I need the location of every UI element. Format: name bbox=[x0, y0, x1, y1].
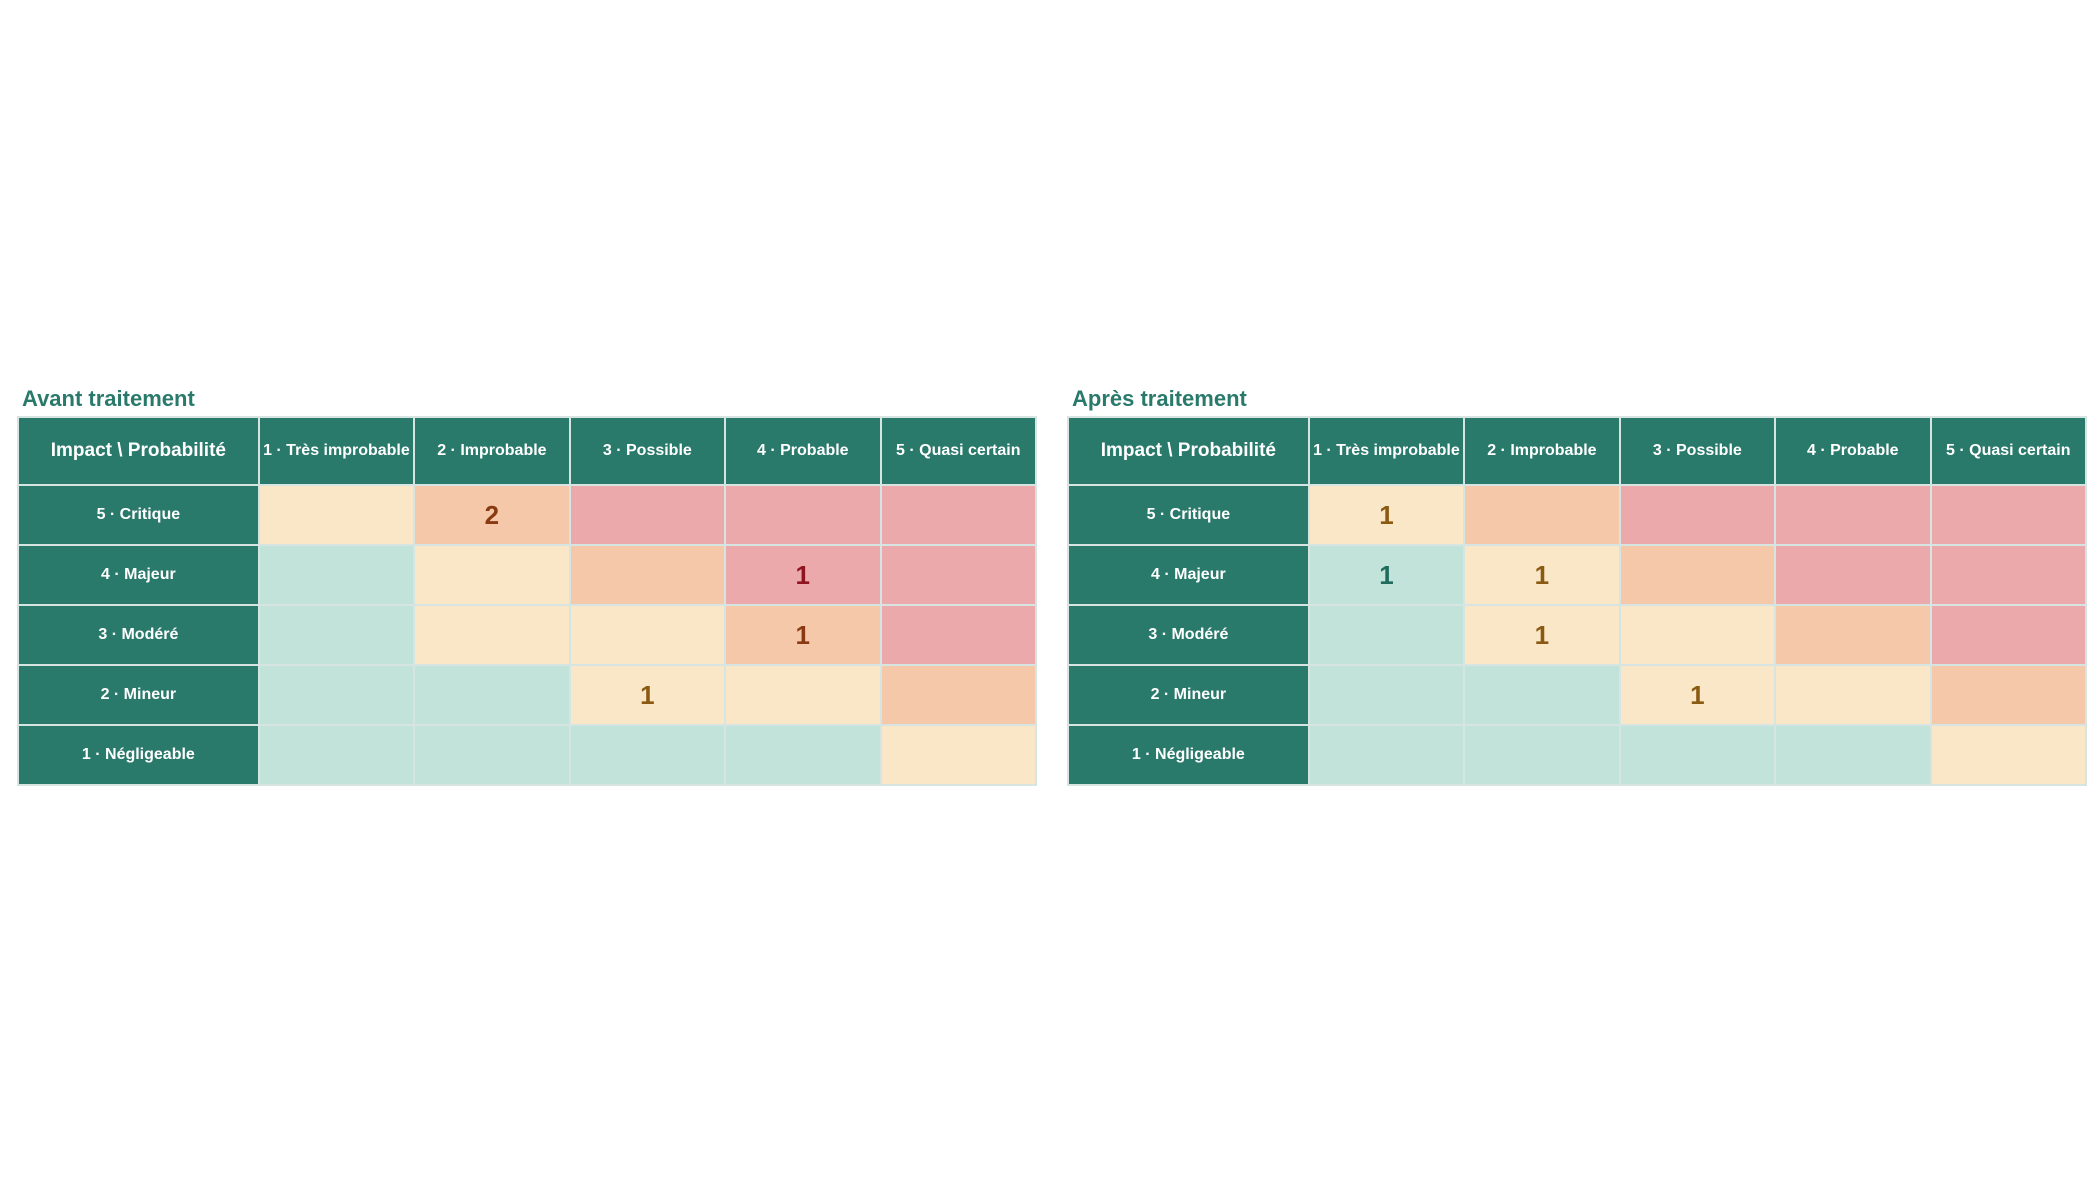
row-header: 1 · Négligeable bbox=[17, 724, 260, 786]
column-header: 3 · Possible bbox=[1618, 416, 1777, 486]
risk-cell bbox=[724, 484, 882, 546]
header-row: Impact \ Probabilité 1 · Très improbable… bbox=[17, 416, 1038, 486]
risk-cell bbox=[257, 724, 416, 786]
column-header: 1 · Très improbable bbox=[257, 416, 416, 486]
risk-cell bbox=[1929, 664, 2088, 726]
risk-cell bbox=[879, 604, 1038, 666]
risk-cell bbox=[1618, 544, 1777, 606]
risk-cell bbox=[257, 484, 416, 546]
risk-cell bbox=[568, 484, 727, 546]
risk-count: 2 bbox=[484, 499, 500, 530]
risk-cell bbox=[1618, 724, 1777, 786]
row-header: 5 · Critique bbox=[17, 484, 260, 546]
matrix-row: 3 · Modéré 1 bbox=[17, 604, 1038, 666]
matrix-row: 1 · Négligeable bbox=[1067, 724, 2088, 786]
risk-cell bbox=[568, 604, 727, 666]
risk-count: 1 bbox=[1379, 499, 1394, 530]
matrix-row: 5 · Critique 2 bbox=[17, 484, 1038, 546]
risk-cell bbox=[879, 544, 1038, 606]
row-header: 3 · Modéré bbox=[17, 604, 260, 666]
risk-cell bbox=[568, 544, 727, 606]
corner-header: Impact \ Probabilité bbox=[1067, 416, 1310, 486]
risk-cell bbox=[413, 544, 571, 606]
risk-cell: 2 bbox=[413, 484, 571, 546]
risk-cell: 1 bbox=[1463, 604, 1621, 666]
risk-cell: 1 bbox=[724, 544, 882, 606]
risk-cell: 1 bbox=[1307, 544, 1466, 606]
risk-cell bbox=[879, 664, 1038, 726]
risk-cell bbox=[1774, 544, 1932, 606]
risk-matrix-table: Impact \ Probabilité 1 · Très improbable… bbox=[17, 416, 1038, 786]
row-header: 2 · Mineur bbox=[1067, 664, 1310, 726]
risk-count: 1 bbox=[795, 559, 811, 590]
matrix-before: Avant traitement Impact \ Probabilité 1 … bbox=[17, 384, 1038, 786]
risk-matrix-table: Impact \ Probabilité 1 · Très improbable… bbox=[1067, 416, 2088, 786]
header-row: Impact \ Probabilité 1 · Très improbable… bbox=[1067, 416, 2088, 486]
matrix-row: 4 · Majeur 1 bbox=[17, 544, 1038, 606]
risk-cell bbox=[257, 544, 416, 606]
row-header: 4 · Majeur bbox=[17, 544, 260, 606]
risk-count: 1 bbox=[1534, 619, 1550, 650]
risk-cell bbox=[1307, 724, 1466, 786]
row-header: 4 · Majeur bbox=[1067, 544, 1310, 606]
column-header: 2 · Improbable bbox=[1463, 416, 1621, 486]
risk-cell: 1 bbox=[724, 604, 882, 666]
column-header: 1 · Très improbable bbox=[1307, 416, 1466, 486]
matrix-title: Avant traitement bbox=[22, 386, 195, 411]
row-header: 5 · Critique bbox=[1067, 484, 1310, 546]
risk-cell bbox=[1463, 724, 1621, 786]
row-header: 2 · Mineur bbox=[17, 664, 260, 726]
risk-cell bbox=[1618, 604, 1777, 666]
risk-cell bbox=[413, 604, 571, 666]
risk-cell bbox=[724, 664, 882, 726]
risk-count: 1 bbox=[1379, 559, 1394, 590]
matrix-row: 4 · Majeur 1 1 bbox=[1067, 544, 2088, 606]
risk-cell: 1 bbox=[1307, 484, 1466, 546]
risk-cell bbox=[1774, 484, 1932, 546]
risk-cell bbox=[413, 724, 571, 786]
matrix-row: 3 · Modéré 1 bbox=[1067, 604, 2088, 666]
matrix-after: Après traitement Impact \ Probabilité 1 … bbox=[1067, 384, 2088, 786]
risk-cell bbox=[1774, 724, 1932, 786]
risk-cell bbox=[257, 604, 416, 666]
risk-cell bbox=[1929, 604, 2088, 666]
risk-cell: 1 bbox=[1618, 664, 1777, 726]
risk-cell bbox=[568, 724, 727, 786]
risk-count: 1 bbox=[1534, 559, 1550, 590]
row-header: 3 · Modéré bbox=[1067, 604, 1310, 666]
matrix-row: 1 · Négligeable bbox=[17, 724, 1038, 786]
risk-cell bbox=[1463, 664, 1621, 726]
risk-cell: 1 bbox=[1463, 544, 1621, 606]
matrix-row: 5 · Critique 1 bbox=[1067, 484, 2088, 546]
risk-cell bbox=[1618, 484, 1777, 546]
risk-cell bbox=[1307, 664, 1466, 726]
risk-cell bbox=[1929, 724, 2088, 786]
column-header: 2 · Improbable bbox=[413, 416, 571, 486]
matrix-row: 2 · Mineur 1 bbox=[17, 664, 1038, 726]
risk-cell bbox=[879, 724, 1038, 786]
row-header: 1 · Négligeable bbox=[1067, 724, 1310, 786]
risk-count: 1 bbox=[795, 619, 811, 650]
column-header: 4 · Probable bbox=[724, 416, 882, 486]
risk-cell bbox=[1774, 604, 1932, 666]
risk-cell bbox=[1929, 544, 2088, 606]
column-header: 5 · Quasi certain bbox=[1929, 416, 2088, 486]
risk-cell bbox=[724, 724, 882, 786]
risk-cell bbox=[413, 664, 571, 726]
risk-cell bbox=[257, 664, 416, 726]
risk-cell bbox=[879, 484, 1038, 546]
risk-count: 1 bbox=[1690, 679, 1705, 710]
matrix-row: 2 · Mineur 1 bbox=[1067, 664, 2088, 726]
risk-cell bbox=[1463, 484, 1621, 546]
risk-cell bbox=[1929, 484, 2088, 546]
risk-count: 1 bbox=[640, 679, 655, 710]
column-header: 3 · Possible bbox=[568, 416, 727, 486]
risk-cell: 1 bbox=[568, 664, 727, 726]
corner-header: Impact \ Probabilité bbox=[17, 416, 260, 486]
column-header: 5 · Quasi certain bbox=[879, 416, 1038, 486]
risk-cell bbox=[1307, 604, 1466, 666]
risk-cell bbox=[1774, 664, 1932, 726]
matrix-title: Après traitement bbox=[1072, 386, 1247, 411]
column-header: 4 · Probable bbox=[1774, 416, 1932, 486]
